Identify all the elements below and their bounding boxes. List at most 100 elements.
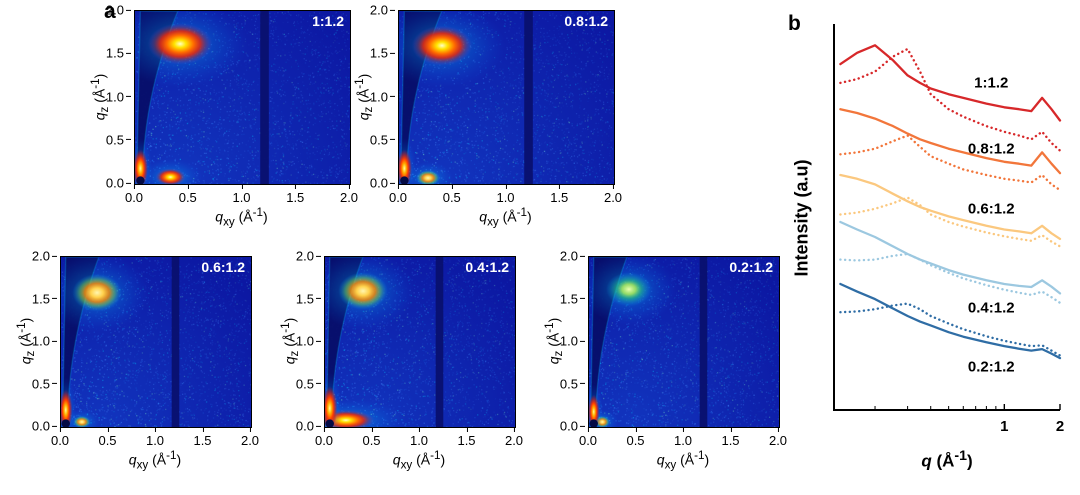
giwaxs-image: 0.6:1.2 <box>60 256 252 428</box>
y-tick: 1.0 <box>559 333 578 349</box>
qxy-axis-label: qxy (Å-1) <box>656 449 710 472</box>
y-tick: 0.5 <box>559 376 578 391</box>
composition-label: 0.8:1.2 <box>564 13 608 29</box>
y-tick: 1.5 <box>559 291 578 306</box>
y-tick-labels: 0.0 0.5 1.0 1.5 2.0 <box>14 250 58 433</box>
y-tick: 0.0 <box>295 418 314 434</box>
x-tick: 0.0 <box>124 184 144 205</box>
y-tick-labels: 0.0 0.5 1.0 1.5 2.0 <box>542 250 586 433</box>
b-x-tick: 2 <box>1055 418 1065 435</box>
x-tick: 1.0 <box>232 184 251 205</box>
giwaxs-subplot: qz (Å-1) 0.0 0.5 1.0 1.5 2.0 0.8:1.2 0.0 0.5 1… <box>352 2 622 242</box>
x-tick: 1.5 <box>721 427 740 448</box>
panel-b-label: b <box>788 12 801 35</box>
y-tick-labels: 0.0 0.5 1.0 1.5 2.0 <box>88 4 132 190</box>
giwaxs-canvas <box>589 257 779 427</box>
curve-0.4:1.2-solid <box>839 220 1062 295</box>
y-tick: 1.0 <box>31 333 50 349</box>
x-tick: 1.0 <box>673 427 693 448</box>
x-tick: 2.0 <box>768 427 788 448</box>
y-tick: 1.0 <box>295 333 314 349</box>
y-tick: 1.5 <box>295 291 314 306</box>
qxy-axis-label: qxy (Å-1) <box>128 449 182 472</box>
y-tick: 0.5 <box>369 132 388 148</box>
y-tick: 2.0 <box>295 248 314 264</box>
giwaxs-canvas <box>61 257 251 427</box>
x-tick: 0.5 <box>626 427 645 448</box>
x-tick: 2.0 <box>240 427 260 448</box>
giwaxs-subplot: qz (Å-1) 0.0 0.5 1.0 1.5 2.0 0.6:1.2 0.0 0.5 1… <box>14 248 274 488</box>
panel-a: a qz (Å-1) 0.0 0.5 1.0 1.5 2.0 1:1.2 0.0 0.5 1… <box>0 0 790 495</box>
giwaxs-canvas <box>135 11 350 184</box>
x-tick: 1.5 <box>193 427 212 448</box>
y-tick: 2.0 <box>559 248 578 264</box>
curve-0.2:1.2-solid <box>839 282 1062 360</box>
giwaxs-subplot: qz (Å-1) 0.0 0.5 1.0 1.5 2.0 0.2:1.2 0.0 0.5 1… <box>542 248 802 488</box>
curve-1:1.2-dotted <box>839 47 1062 152</box>
y-tick-labels: 0.0 0.5 1.0 1.5 2.0 <box>278 250 322 433</box>
giwaxs-subplot: qz (Å-1) 0.0 0.5 1.0 1.5 2.0 1:1.2 0.0 0.5 1.0… <box>88 2 358 242</box>
curve-0.4:1.2-dotted <box>839 252 1062 304</box>
ratio-label: 0.8:1.2 <box>967 140 1015 158</box>
ratio-label: 0.2:1.2 <box>967 358 1015 376</box>
y-tick: 1.5 <box>31 291 50 306</box>
y-tick: 0.0 <box>105 175 124 191</box>
y-tick: 0.5 <box>295 376 314 391</box>
panel-b: b Intensity (a.u) 1 2 q (Å-1) 1:1.2 0.8:1.… <box>788 0 1080 495</box>
curve-0.2:1.2-dotted <box>839 302 1062 357</box>
y-tick: 0.0 <box>369 175 388 191</box>
curve-0.6:1.2-solid <box>839 173 1062 241</box>
qxy-axis-label: qxy (Å-1) <box>215 206 268 229</box>
giwaxs-image: 0.8:1.2 <box>398 10 615 185</box>
ratio-label: 0.4:1.2 <box>967 299 1015 317</box>
y-tick: 1.0 <box>369 89 388 104</box>
curve-0.6:1.2-dotted <box>839 196 1062 248</box>
x-tick: 0.0 <box>578 427 598 448</box>
composition-label: 0.2:1.2 <box>729 259 773 275</box>
y-tick: 2.0 <box>369 2 388 18</box>
x-tick: 2.0 <box>603 184 623 205</box>
y-tick: 1.5 <box>369 45 388 61</box>
x-tick: 1.0 <box>496 184 515 205</box>
b-x-tick: 1 <box>1000 418 1009 435</box>
x-tick: 0.5 <box>98 427 117 448</box>
y-tick: 0.5 <box>105 132 124 148</box>
y-tick-labels: 0.0 0.5 1.0 1.5 2.0 <box>352 4 396 190</box>
qxy-axis-label: qxy (Å-1) <box>392 449 446 472</box>
x-tick: 0.0 <box>50 427 70 448</box>
x-tick: 1.5 <box>457 427 476 448</box>
curve-1:1.2-solid <box>839 44 1062 122</box>
ratio-label: 1:1.2 <box>974 74 1009 92</box>
x-tick: 1.5 <box>286 184 305 205</box>
y-tick: 1.5 <box>105 45 124 61</box>
giwaxs-subplot: qz (Å-1) 0.0 0.5 1.0 1.5 2.0 0.4:1.2 0.0 0.5 1… <box>278 248 538 488</box>
x-tick: 1.5 <box>550 184 569 205</box>
x-tick: 1.0 <box>145 427 165 448</box>
y-tick: 2.0 <box>105 2 124 18</box>
y-tick: 2.0 <box>31 248 50 264</box>
x-tick: 0.5 <box>442 184 461 205</box>
curve-0.8:1.2-dotted <box>839 134 1062 192</box>
y-tick: 0.0 <box>31 418 50 434</box>
x-tick: 1.0 <box>409 427 429 448</box>
x-tick: 0.5 <box>178 184 197 205</box>
composition-label: 0.6:1.2 <box>201 259 245 275</box>
giwaxs-canvas <box>399 11 614 184</box>
x-tick: 0.5 <box>362 427 381 448</box>
giwaxs-image: 0.4:1.2 <box>324 256 516 428</box>
x-tick: 2.0 <box>504 427 524 448</box>
giwaxs-image: 0.2:1.2 <box>588 256 780 428</box>
y-tick: 0.0 <box>559 418 578 434</box>
composition-label: 0.4:1.2 <box>465 259 509 275</box>
ratio-label: 0.6:1.2 <box>967 200 1015 218</box>
q-axis-label: q (Å-1) <box>921 448 973 471</box>
y-tick: 0.5 <box>31 376 50 391</box>
composition-label: 1:1.2 <box>312 13 344 29</box>
intensity-plot <box>833 24 1062 411</box>
y-tick: 1.0 <box>105 89 124 104</box>
qxy-axis-label: qxy (Å-1) <box>479 206 532 229</box>
giwaxs-image: 1:1.2 <box>134 10 351 185</box>
giwaxs-canvas <box>325 257 515 427</box>
intensity-axis-label: Intensity (a.u) <box>791 159 812 277</box>
